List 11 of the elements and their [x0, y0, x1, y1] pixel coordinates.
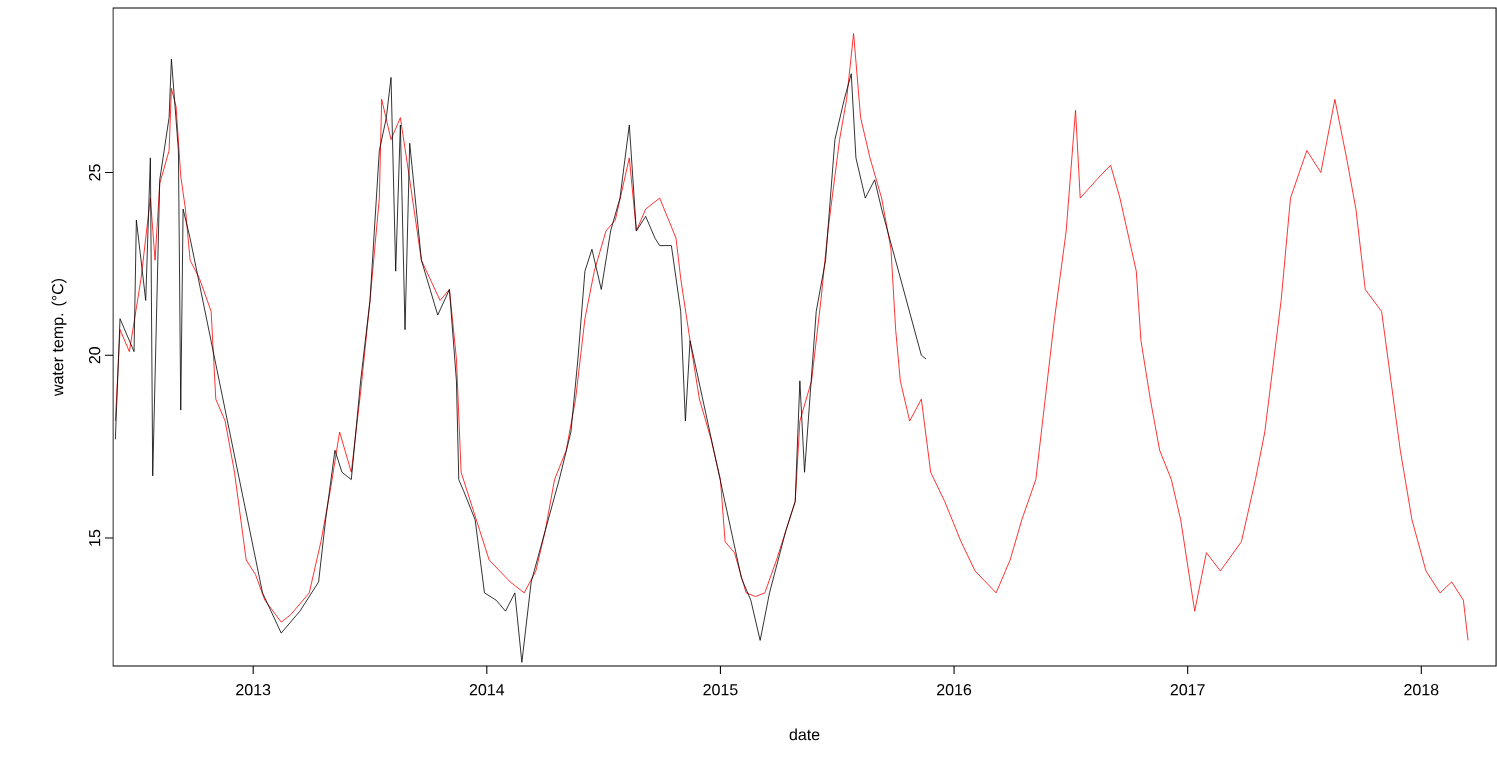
x-tick-label: 2016 [937, 684, 972, 696]
y-axis-title: water temp. (°C) [51, 278, 67, 397]
x-tick-label: 2013 [236, 684, 271, 696]
x-axis-title: date [789, 728, 820, 741]
x-tick-label: 2014 [469, 684, 505, 696]
y-tick-label: 20 [88, 346, 101, 364]
x-tick-label: 2018 [1404, 684, 1439, 696]
x-tick-label: 2017 [1170, 684, 1205, 696]
x-tick-label: 2015 [703, 684, 738, 696]
y-tick-label: 25 [88, 164, 101, 181]
y-tick-label: 15 [89, 529, 101, 546]
